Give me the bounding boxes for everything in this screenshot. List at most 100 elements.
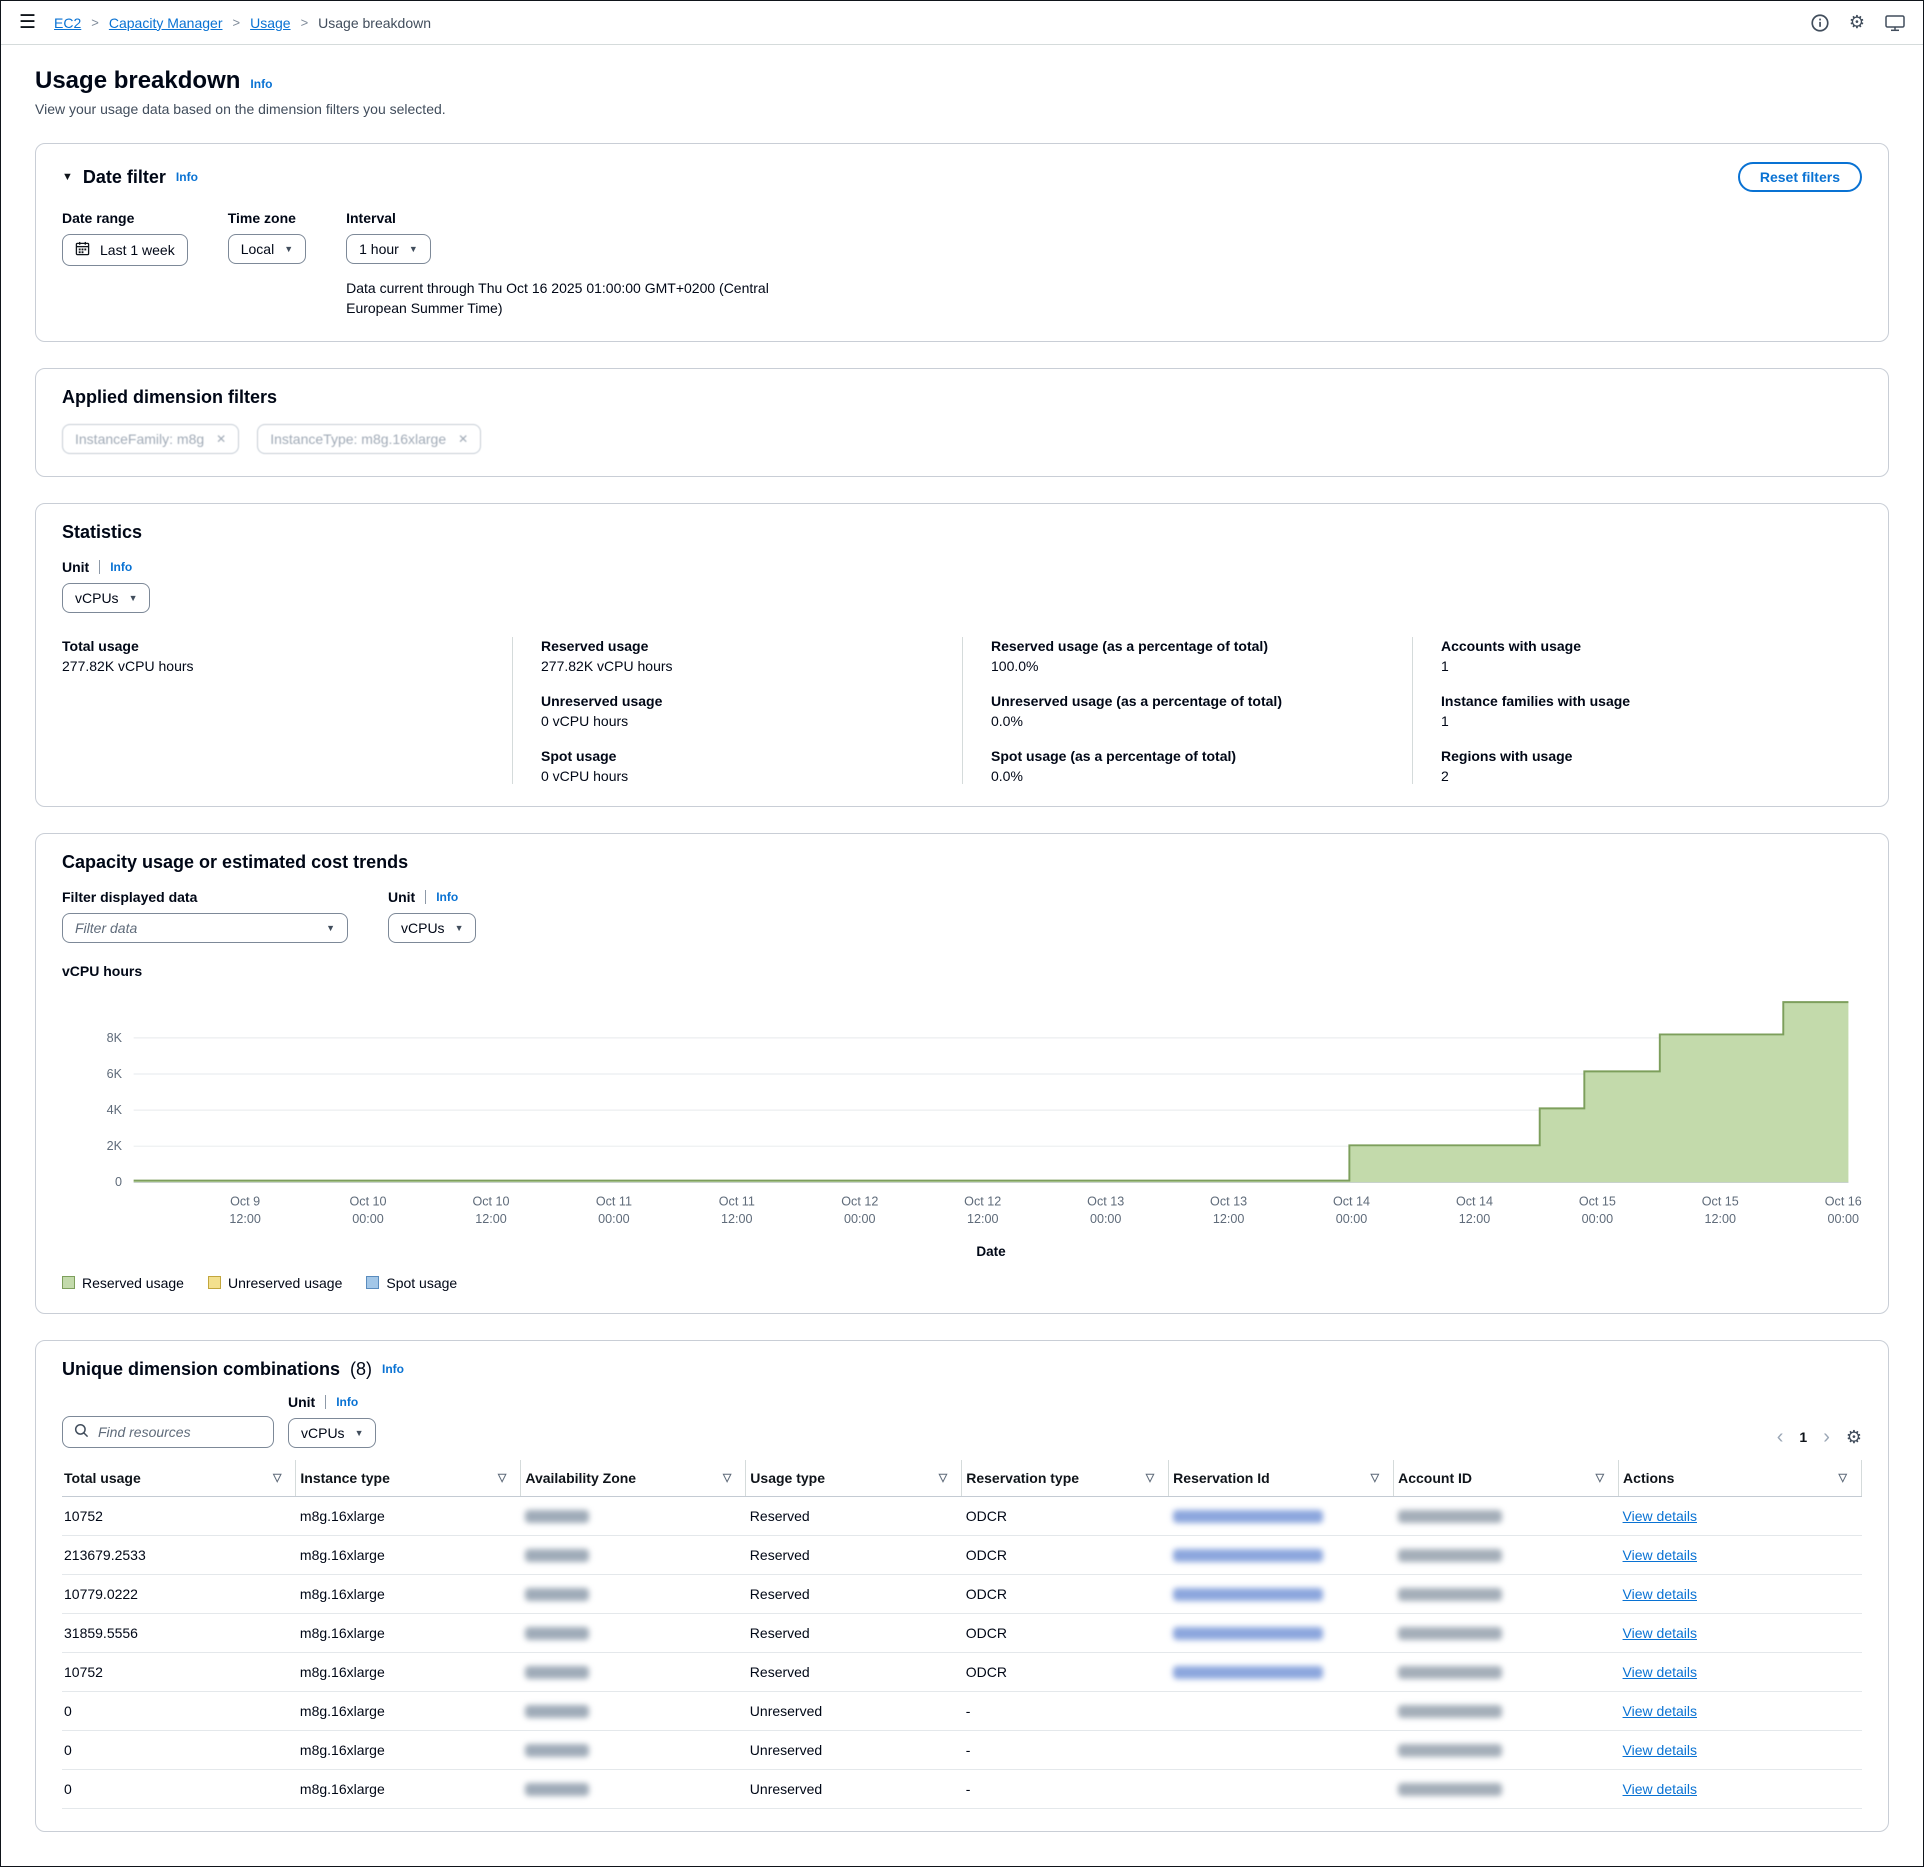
- view-details-link[interactable]: View details: [1623, 1703, 1697, 1719]
- info-icon[interactable]: [1811, 14, 1829, 32]
- table-settings-icon[interactable]: ⚙: [1846, 1427, 1862, 1448]
- filter-icon[interactable]: ▽: [1371, 1471, 1383, 1484]
- redacted-account-id: [1398, 1510, 1502, 1523]
- cell-total-usage: 213679.2533: [62, 1535, 296, 1574]
- pagination-next-icon[interactable]: ›: [1823, 1427, 1830, 1447]
- svg-text:00:00: 00:00: [352, 1212, 383, 1226]
- divider: [99, 560, 100, 574]
- view-details-link[interactable]: View details: [1623, 1781, 1697, 1797]
- view-details-link[interactable]: View details: [1623, 1664, 1697, 1680]
- trends-unit-select[interactable]: vCPUs ▼: [388, 913, 476, 943]
- redacted-account-id: [1398, 1783, 1502, 1796]
- top-navigation: ☰ EC2>Capacity Manager>Usage>Usage break…: [1, 1, 1923, 45]
- table-header-cell[interactable]: Reservation type▽: [962, 1460, 1169, 1497]
- svg-text:00:00: 00:00: [1828, 1212, 1859, 1226]
- table-header-cell[interactable]: Availability Zone▽: [521, 1460, 746, 1497]
- redacted-reservation-id-link[interactable]: [1173, 1664, 1323, 1680]
- table-row[interactable]: 31859.5556m8g.16xlargeReservedODCRView d…: [62, 1613, 1862, 1652]
- redacted-reservation-id-link[interactable]: [1173, 1508, 1323, 1524]
- pagination: ‹ 1 › ⚙: [1777, 1427, 1862, 1448]
- filter-displayed-data-select[interactable]: Filter data ▼: [62, 913, 348, 943]
- legend-swatch: [208, 1276, 221, 1289]
- redacted-reservation-id: [1173, 1666, 1323, 1679]
- legend-item[interactable]: Spot usage: [366, 1275, 457, 1291]
- stat-value: 0 vCPU hours: [541, 713, 934, 729]
- redacted-reservation-id-link[interactable]: [1173, 1625, 1323, 1641]
- pagination-page[interactable]: 1: [1799, 1429, 1807, 1445]
- breadcrumb-item[interactable]: Usage: [250, 15, 290, 31]
- stat-item: Spot usage0 vCPU hours: [541, 747, 934, 784]
- monitor-icon[interactable]: [1885, 14, 1905, 32]
- cell-availability-zone: [521, 1496, 746, 1535]
- reset-filters-button[interactable]: Reset filters: [1738, 162, 1862, 192]
- view-details-link[interactable]: View details: [1623, 1586, 1697, 1602]
- filter-icon[interactable]: ▽: [498, 1471, 510, 1484]
- page-info-link[interactable]: Info: [250, 77, 272, 91]
- menu-icon[interactable]: ☰: [19, 11, 36, 34]
- table-row[interactable]: 0m8g.16xlargeUnreserved-View details: [62, 1769, 1862, 1808]
- unit-value: vCPUs: [301, 1425, 345, 1441]
- svg-text:Oct 15: Oct 15: [1579, 1195, 1616, 1209]
- table-row[interactable]: 0m8g.16xlargeUnreserved-View details: [62, 1730, 1862, 1769]
- table-header-cell[interactable]: Actions▽: [1619, 1460, 1862, 1497]
- table-row[interactable]: 10752m8g.16xlargeReservedODCRView detail…: [62, 1496, 1862, 1535]
- combinations-unit-info-link[interactable]: Info: [336, 1395, 358, 1409]
- redacted-reservation-id-link[interactable]: [1173, 1547, 1323, 1563]
- view-details-link[interactable]: View details: [1623, 1625, 1697, 1641]
- interval-select[interactable]: 1 hour ▼: [346, 234, 431, 264]
- redacted-reservation-id-link[interactable]: [1173, 1586, 1323, 1602]
- cell-reservation-id: [1169, 1730, 1394, 1769]
- table-header-cell[interactable]: Account ID▽: [1394, 1460, 1619, 1497]
- filter-icon[interactable]: ▽: [723, 1471, 735, 1484]
- table-row[interactable]: 10779.0222m8g.16xlargeReservedODCRView d…: [62, 1574, 1862, 1613]
- svg-text:6K: 6K: [107, 1067, 123, 1081]
- cell-availability-zone: [521, 1691, 746, 1730]
- svg-text:12:00: 12:00: [1705, 1212, 1736, 1226]
- table-row[interactable]: 213679.2533m8g.16xlargeReservedODCRView …: [62, 1535, 1862, 1574]
- time-zone-select[interactable]: Local ▼: [228, 234, 306, 264]
- search-input[interactable]: Find resources: [62, 1416, 274, 1448]
- gear-icon[interactable]: ⚙: [1849, 12, 1865, 33]
- breadcrumb-separator: >: [233, 15, 241, 30]
- combinations-info-link[interactable]: Info: [382, 1362, 404, 1376]
- table-row[interactable]: 0m8g.16xlargeUnreserved-View details: [62, 1691, 1862, 1730]
- stat-value: 100.0%: [991, 658, 1384, 674]
- statistics-unit-select[interactable]: vCPUs ▼: [62, 583, 150, 613]
- cell-usage-type: Unreserved: [746, 1769, 962, 1808]
- chevron-down-icon: ▼: [129, 593, 138, 603]
- svg-text:12:00: 12:00: [229, 1212, 260, 1226]
- date-filter-info-link[interactable]: Info: [176, 170, 198, 184]
- date-range-button[interactable]: Last 1 week: [62, 234, 188, 266]
- token-close-icon[interactable]: ✕: [458, 432, 468, 446]
- pagination-prev-icon[interactable]: ‹: [1777, 1427, 1784, 1447]
- filter-icon[interactable]: ▽: [1146, 1471, 1158, 1484]
- table-row[interactable]: 10752m8g.16xlargeReservedODCRView detail…: [62, 1652, 1862, 1691]
- filter-icon[interactable]: ▽: [273, 1471, 285, 1484]
- view-details-link[interactable]: View details: [1623, 1508, 1697, 1524]
- cell-actions: View details: [1619, 1730, 1862, 1769]
- combinations-unit-select[interactable]: vCPUs ▼: [288, 1418, 376, 1448]
- view-details-link[interactable]: View details: [1623, 1547, 1697, 1563]
- table-header-cell[interactable]: Instance type▽: [296, 1460, 521, 1497]
- table-header-cell[interactable]: Usage type▽: [746, 1460, 962, 1497]
- chevron-down-icon: ▼: [409, 244, 418, 254]
- breadcrumb-item[interactable]: EC2: [54, 15, 81, 31]
- cell-instance-type: m8g.16xlarge: [296, 1613, 521, 1652]
- table-header-cell[interactable]: Reservation Id▽: [1169, 1460, 1394, 1497]
- view-details-link[interactable]: View details: [1623, 1742, 1697, 1758]
- legend-item[interactable]: Reserved usage: [62, 1275, 184, 1291]
- stat-label: Spot usage (as a percentage of total): [991, 747, 1384, 765]
- unit-info-link[interactable]: Info: [110, 560, 132, 574]
- stat-item: Unreserved usage (as a percentage of tot…: [991, 692, 1384, 729]
- legend-item[interactable]: Unreserved usage: [208, 1275, 342, 1291]
- table-header-cell[interactable]: Total usage▽: [62, 1460, 296, 1497]
- filter-icon[interactable]: ▽: [939, 1471, 951, 1484]
- token-close-icon[interactable]: ✕: [216, 432, 226, 446]
- trends-unit-info-link[interactable]: Info: [436, 890, 458, 904]
- collapse-icon[interactable]: ▼: [62, 171, 73, 183]
- cell-availability-zone: [521, 1730, 746, 1769]
- breadcrumb-item[interactable]: Capacity Manager: [109, 15, 223, 31]
- page: ☰ EC2>Capacity Manager>Usage>Usage break…: [0, 0, 1924, 1867]
- filter-icon[interactable]: ▽: [1839, 1471, 1851, 1484]
- filter-icon[interactable]: ▽: [1596, 1471, 1608, 1484]
